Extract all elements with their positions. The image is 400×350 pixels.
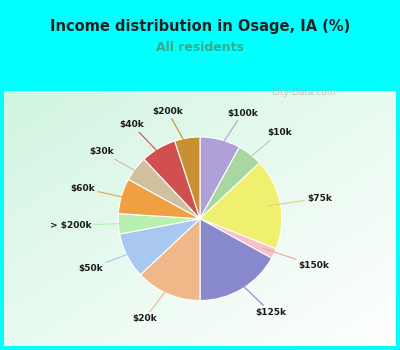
Wedge shape xyxy=(144,141,200,219)
Text: $30k: $30k xyxy=(89,147,145,176)
Wedge shape xyxy=(200,219,276,258)
Text: City-Data.com: City-Data.com xyxy=(272,88,337,97)
Text: $50k: $50k xyxy=(78,250,138,273)
Text: $150k: $150k xyxy=(263,248,330,270)
Wedge shape xyxy=(200,219,272,301)
Wedge shape xyxy=(140,219,200,301)
Text: Income distribution in Osage, IA (%): Income distribution in Osage, IA (%) xyxy=(50,19,350,34)
Text: $200k: $200k xyxy=(152,107,189,150)
Text: $125k: $125k xyxy=(235,279,286,317)
Wedge shape xyxy=(200,137,239,219)
Wedge shape xyxy=(118,214,200,234)
Wedge shape xyxy=(118,179,200,219)
Wedge shape xyxy=(128,159,200,219)
Text: $40k: $40k xyxy=(120,120,165,159)
Wedge shape xyxy=(175,137,200,219)
Text: All residents: All residents xyxy=(156,41,244,54)
Wedge shape xyxy=(200,163,282,249)
Wedge shape xyxy=(200,147,260,219)
Text: $100k: $100k xyxy=(217,108,258,152)
Text: $10k: $10k xyxy=(242,128,292,164)
Text: $75k: $75k xyxy=(268,194,332,206)
Text: $20k: $20k xyxy=(132,282,172,323)
Text: > $200k: > $200k xyxy=(50,221,131,230)
Wedge shape xyxy=(120,219,200,275)
Text: $60k: $60k xyxy=(71,184,133,199)
